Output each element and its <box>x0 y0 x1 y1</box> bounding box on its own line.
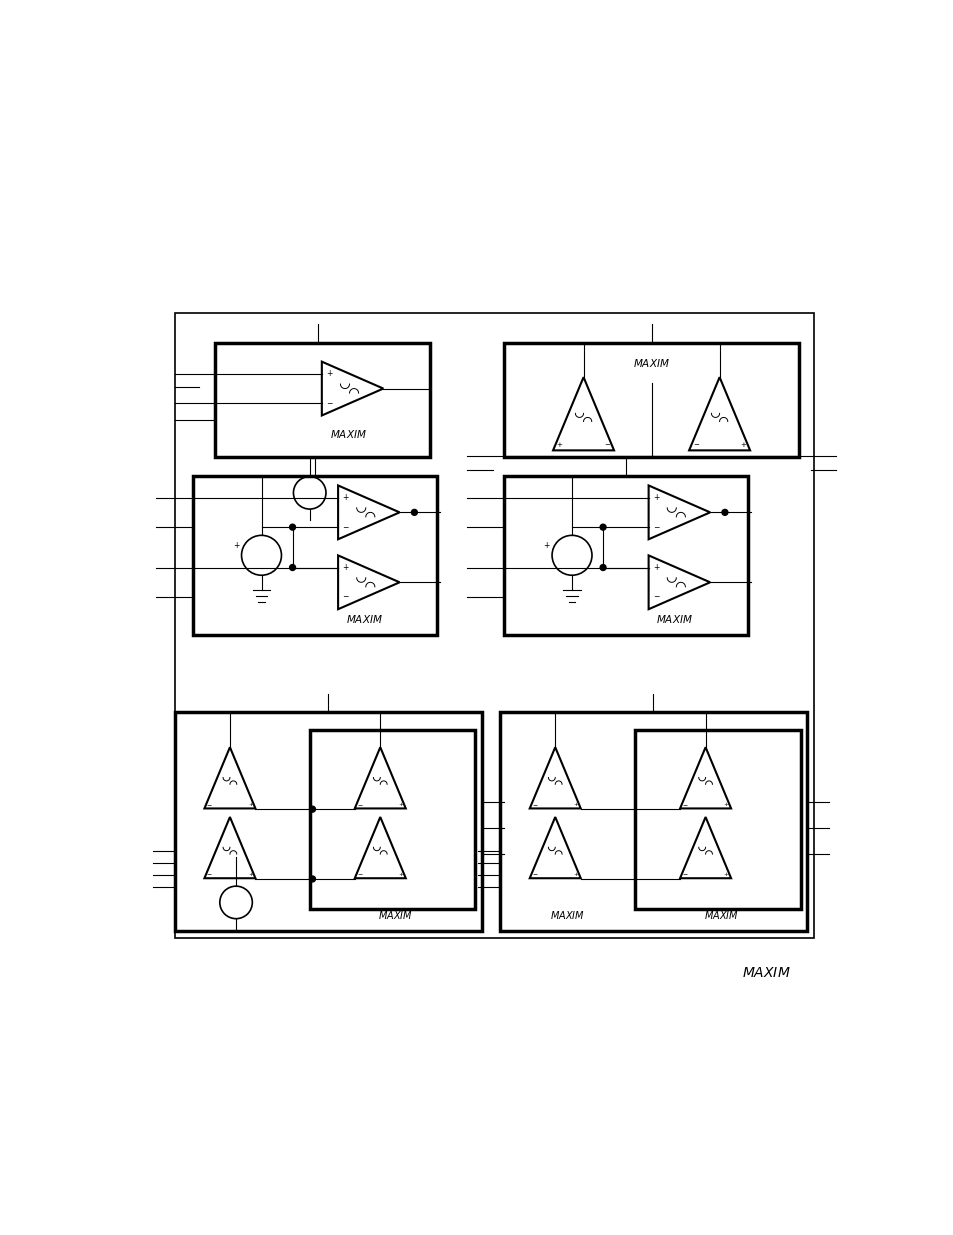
Text: −: − <box>653 593 659 601</box>
Circle shape <box>721 509 727 515</box>
Text: +: + <box>398 802 403 806</box>
Text: +: + <box>342 563 349 572</box>
Text: −: − <box>342 593 349 601</box>
Text: +: + <box>326 369 333 378</box>
Text: $\mathbf{\mathit{MAXIM}}$: $\mathbf{\mathit{MAXIM}}$ <box>633 357 669 369</box>
Circle shape <box>411 509 416 515</box>
Text: −: − <box>532 872 537 877</box>
Circle shape <box>290 564 295 571</box>
Text: $\mathbf{\mathit{MAXIM}}$: $\mathbf{\mathit{MAXIM}}$ <box>377 909 413 921</box>
Text: −: − <box>653 522 659 532</box>
Circle shape <box>309 806 315 813</box>
Text: +: + <box>248 872 253 877</box>
Bar <box>193 475 436 635</box>
Bar <box>635 730 800 909</box>
Bar <box>503 475 747 635</box>
Text: +: + <box>653 563 659 572</box>
Text: +: + <box>233 541 239 550</box>
Text: +: + <box>342 493 349 503</box>
Text: −: − <box>532 802 537 806</box>
Bar <box>174 713 481 930</box>
Text: +: + <box>653 493 659 503</box>
Text: +: + <box>248 802 253 806</box>
Text: $\mathbf{\mathit{MAXIM}}$: $\mathbf{\mathit{MAXIM}}$ <box>741 966 790 979</box>
Text: +: + <box>573 872 578 877</box>
Bar <box>503 343 799 457</box>
Text: +: + <box>557 442 562 448</box>
Circle shape <box>599 564 605 571</box>
Text: $\mathbf{\mathit{MAXIM}}$: $\mathbf{\mathit{MAXIM}}$ <box>656 613 692 625</box>
Text: +: + <box>723 872 728 877</box>
Text: $\mathbf{\mathit{MAXIM}}$: $\mathbf{\mathit{MAXIM}}$ <box>345 613 382 625</box>
Text: −: − <box>207 872 212 877</box>
Text: +: + <box>543 541 549 550</box>
Text: −: − <box>356 802 362 806</box>
Text: −: − <box>604 442 610 448</box>
Bar <box>499 713 806 930</box>
Text: −: − <box>356 872 362 877</box>
Text: +: + <box>723 802 728 806</box>
Text: −: − <box>681 802 687 806</box>
Text: $\mathbf{\mathit{MAXIM}}$: $\mathbf{\mathit{MAXIM}}$ <box>702 909 738 921</box>
Circle shape <box>290 524 295 530</box>
Text: +: + <box>740 442 745 448</box>
Circle shape <box>599 524 605 530</box>
Bar <box>215 343 429 457</box>
Text: −: − <box>342 522 349 532</box>
Text: −: − <box>681 872 687 877</box>
Text: $\mathbf{\mathit{MAXIM}}$: $\mathbf{\mathit{MAXIM}}$ <box>550 909 584 921</box>
Text: −: − <box>692 442 698 448</box>
Bar <box>174 314 813 937</box>
Text: −: − <box>326 399 333 408</box>
Text: +: + <box>398 872 403 877</box>
Text: +: + <box>573 802 578 806</box>
Circle shape <box>309 876 315 882</box>
Text: −: − <box>207 802 212 806</box>
Bar <box>310 730 475 909</box>
Text: $\mathbf{\mathit{MAXIM}}$: $\mathbf{\mathit{MAXIM}}$ <box>330 429 366 441</box>
